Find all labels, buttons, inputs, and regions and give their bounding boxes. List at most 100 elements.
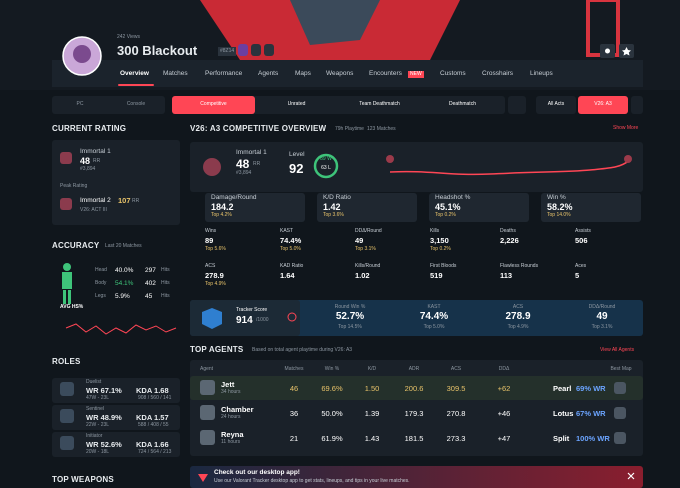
agent-stat: 69.6% (321, 384, 343, 393)
platform-option[interactable]: Console (126, 101, 146, 107)
stat-label: KAD Ratio (280, 263, 304, 269)
hit-unit: Hits (161, 280, 170, 286)
main-stat-card (541, 193, 641, 222)
peak-act: V26: ACT III (80, 207, 107, 213)
act-current[interactable] (578, 96, 628, 114)
stat-label: Kills/Round (355, 263, 381, 269)
act-option[interactable]: V26: A3 (594, 101, 612, 107)
stat-label: K/D Ratio (323, 194, 351, 201)
tracker-item-label: KAST (427, 304, 441, 310)
agent-stat: 1.43 (364, 434, 380, 443)
agent-stat: 200.6 (404, 384, 424, 393)
hit-count: 297 (145, 267, 156, 274)
hit-part: Head (95, 267, 107, 273)
act-all[interactable] (536, 96, 576, 114)
map-icon (614, 432, 626, 444)
tracker-max: /1000 (256, 317, 269, 323)
nav-tab[interactable]: Performance (205, 70, 243, 77)
section-title: ACCURACY (52, 241, 100, 250)
tracker-score: 914 (236, 315, 253, 326)
avatar (62, 36, 102, 76)
tracker-item-value: 74.4% (419, 311, 449, 322)
mode-option[interactable]: Team Deathmatch (359, 101, 400, 107)
column-header: Agent (200, 366, 214, 372)
agent-hours: 24 hours (221, 414, 241, 420)
tracker-item-sub: Top 14.5% (338, 324, 362, 330)
agent-stat: 181.5 (404, 434, 424, 443)
map-icon (614, 382, 626, 394)
rr: 48 (236, 157, 250, 171)
best-map-wr: 69% WR (576, 384, 606, 393)
agent-stat: 46 (289, 384, 299, 393)
header-buttons[interactable] (600, 44, 636, 58)
rating-card (52, 140, 180, 225)
stat-top: Top 3.1% (355, 246, 376, 252)
nav-tab[interactable]: Customs (440, 70, 466, 77)
tracker-item-sub: Top 3.1% (591, 324, 613, 330)
nav-tab[interactable]: Lineups (530, 70, 553, 77)
rank: Immortal 1 (80, 148, 111, 155)
role-name: Duelist (86, 379, 102, 385)
badge (251, 44, 261, 56)
stat-value: 3,150 (430, 236, 449, 245)
agent-name: Chamber (221, 405, 254, 414)
rank-position: #3,894 (80, 166, 96, 172)
best-map-wr: 100% WR (576, 434, 610, 443)
platform-option[interactable]: PC (76, 101, 84, 107)
agent-hours: 34 hours (221, 389, 241, 395)
stat-value: 74.4% (280, 236, 302, 245)
hero-art (0, 0, 680, 90)
role-wr: WR 52.6% (86, 440, 122, 449)
show-more[interactable]: Show More (613, 125, 639, 131)
stat-value: 1.02 (355, 271, 370, 280)
stat-label: Deaths (500, 228, 516, 234)
stat-label: Aces (575, 263, 587, 269)
banner-bg (190, 466, 643, 488)
nav-tab[interactable]: Encounters (369, 70, 402, 77)
agent-stat: 36 (289, 409, 299, 418)
agent-portrait (200, 430, 215, 445)
tracker-item-label: Round Win % (334, 304, 366, 310)
nav-tab[interactable]: Crosshairs (482, 70, 514, 77)
act-more[interactable] (631, 96, 643, 114)
stat-value: 2,226 (500, 236, 519, 245)
nav-tab[interactable]: Weapons (326, 70, 354, 77)
agent-stat: +47 (497, 434, 511, 443)
badge (264, 44, 274, 56)
peak-rank: Immortal 2 (80, 197, 111, 204)
nav-tab[interactable]: Overview (120, 70, 149, 77)
stat-label: Damage/Round (211, 194, 257, 201)
agent-name: Jett (221, 380, 235, 389)
nav-tab[interactable]: Agents (258, 70, 279, 77)
role-wr: WR 67.1% (86, 386, 122, 395)
mode-option[interactable]: Unrated (287, 101, 306, 107)
best-map-wr: 67% WR (576, 409, 606, 418)
rr: 48 (80, 156, 91, 166)
role-kda: KDA 1.66 (136, 440, 169, 449)
agent-stat: 50.0% (321, 409, 343, 418)
tracker-item-label: DDΔ/Round (588, 304, 616, 310)
agent-stat: +46 (497, 409, 511, 418)
mode-active (172, 96, 255, 114)
nav-tab[interactable]: Maps (295, 70, 311, 77)
avg-hs-label: AVG HS% (60, 304, 84, 310)
section-title: TOP WEAPONS (52, 475, 114, 484)
act-option[interactable]: All Acts (547, 101, 565, 107)
agent-stat: 1.50 (364, 384, 380, 393)
rank-position: #3,894 (236, 170, 252, 176)
mode-more[interactable] (508, 96, 526, 114)
column-header: Matches (284, 366, 304, 372)
view-all[interactable]: View All Agents (600, 347, 635, 353)
mode-option[interactable]: Deathmatch (449, 101, 476, 107)
best-map: Lotus (553, 409, 574, 418)
hit-count: 402 (145, 280, 156, 287)
nav-tab[interactable]: Matches (163, 70, 188, 77)
main-stat-card (429, 193, 529, 222)
best-map: Split (553, 434, 570, 443)
agent-name: Reyna (221, 430, 244, 439)
mode-option[interactable]: Competitive (200, 101, 227, 107)
stat-value: 184.2 (211, 202, 234, 212)
stat-top: Top 0.2% (435, 212, 456, 218)
level-label: Level (289, 151, 305, 158)
stat-label: First Bloods (430, 263, 457, 269)
